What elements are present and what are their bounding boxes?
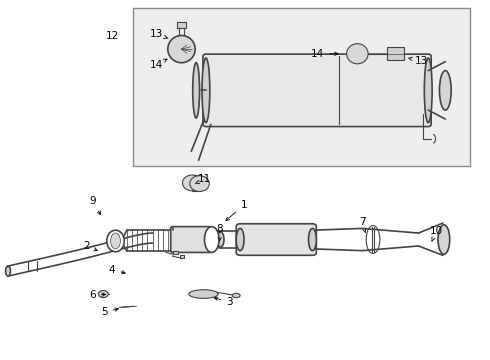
Text: 7: 7 (359, 217, 366, 233)
Text: 13: 13 (149, 29, 168, 39)
Ellipse shape (98, 291, 108, 298)
Text: 3: 3 (215, 297, 233, 307)
Bar (133, 8, 470, 166)
Bar (387, 47, 404, 60)
Ellipse shape (182, 175, 202, 191)
Ellipse shape (438, 225, 450, 254)
Ellipse shape (168, 36, 195, 63)
Text: 6: 6 (89, 291, 105, 301)
FancyBboxPatch shape (203, 54, 431, 127)
FancyBboxPatch shape (171, 226, 211, 252)
Text: 8: 8 (216, 225, 223, 241)
Ellipse shape (111, 233, 121, 249)
Ellipse shape (440, 71, 451, 110)
Text: 2: 2 (83, 241, 98, 251)
Text: 4: 4 (109, 265, 125, 275)
Bar (176, 22, 186, 28)
Ellipse shape (217, 232, 224, 247)
Text: 11: 11 (196, 174, 212, 184)
Ellipse shape (236, 228, 244, 251)
Ellipse shape (232, 293, 240, 298)
Text: 9: 9 (89, 196, 100, 215)
Text: 10: 10 (430, 226, 443, 241)
Ellipse shape (107, 230, 124, 252)
Ellipse shape (190, 176, 209, 192)
FancyBboxPatch shape (236, 224, 317, 255)
Bar (173, 251, 178, 254)
Ellipse shape (424, 58, 432, 123)
Text: 12: 12 (105, 31, 119, 41)
Ellipse shape (346, 44, 368, 64)
Ellipse shape (5, 266, 10, 276)
Text: 1: 1 (226, 200, 247, 221)
Ellipse shape (204, 226, 219, 252)
Bar (179, 255, 184, 258)
Text: 5: 5 (101, 307, 118, 317)
Text: 13: 13 (409, 56, 428, 66)
Ellipse shape (202, 58, 210, 123)
Ellipse shape (309, 228, 317, 251)
Text: 14: 14 (149, 59, 167, 69)
Ellipse shape (189, 290, 218, 298)
Ellipse shape (193, 63, 199, 118)
Text: 14: 14 (311, 49, 338, 59)
